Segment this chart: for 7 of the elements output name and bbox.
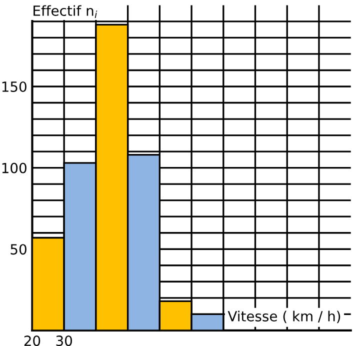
x-axis-title: Vitesse ( km / h) (228, 310, 340, 324)
y-tick-label: 100 (2, 162, 26, 174)
y-tick-label: 50 (10, 244, 26, 255)
y-axis-title: Effectif n$_{i}$ (34, 5, 98, 18)
x-tick-label: 30 (56, 336, 72, 346)
x-tick-label: 20 (24, 336, 40, 346)
y-tick-label: 150 (2, 81, 26, 92)
